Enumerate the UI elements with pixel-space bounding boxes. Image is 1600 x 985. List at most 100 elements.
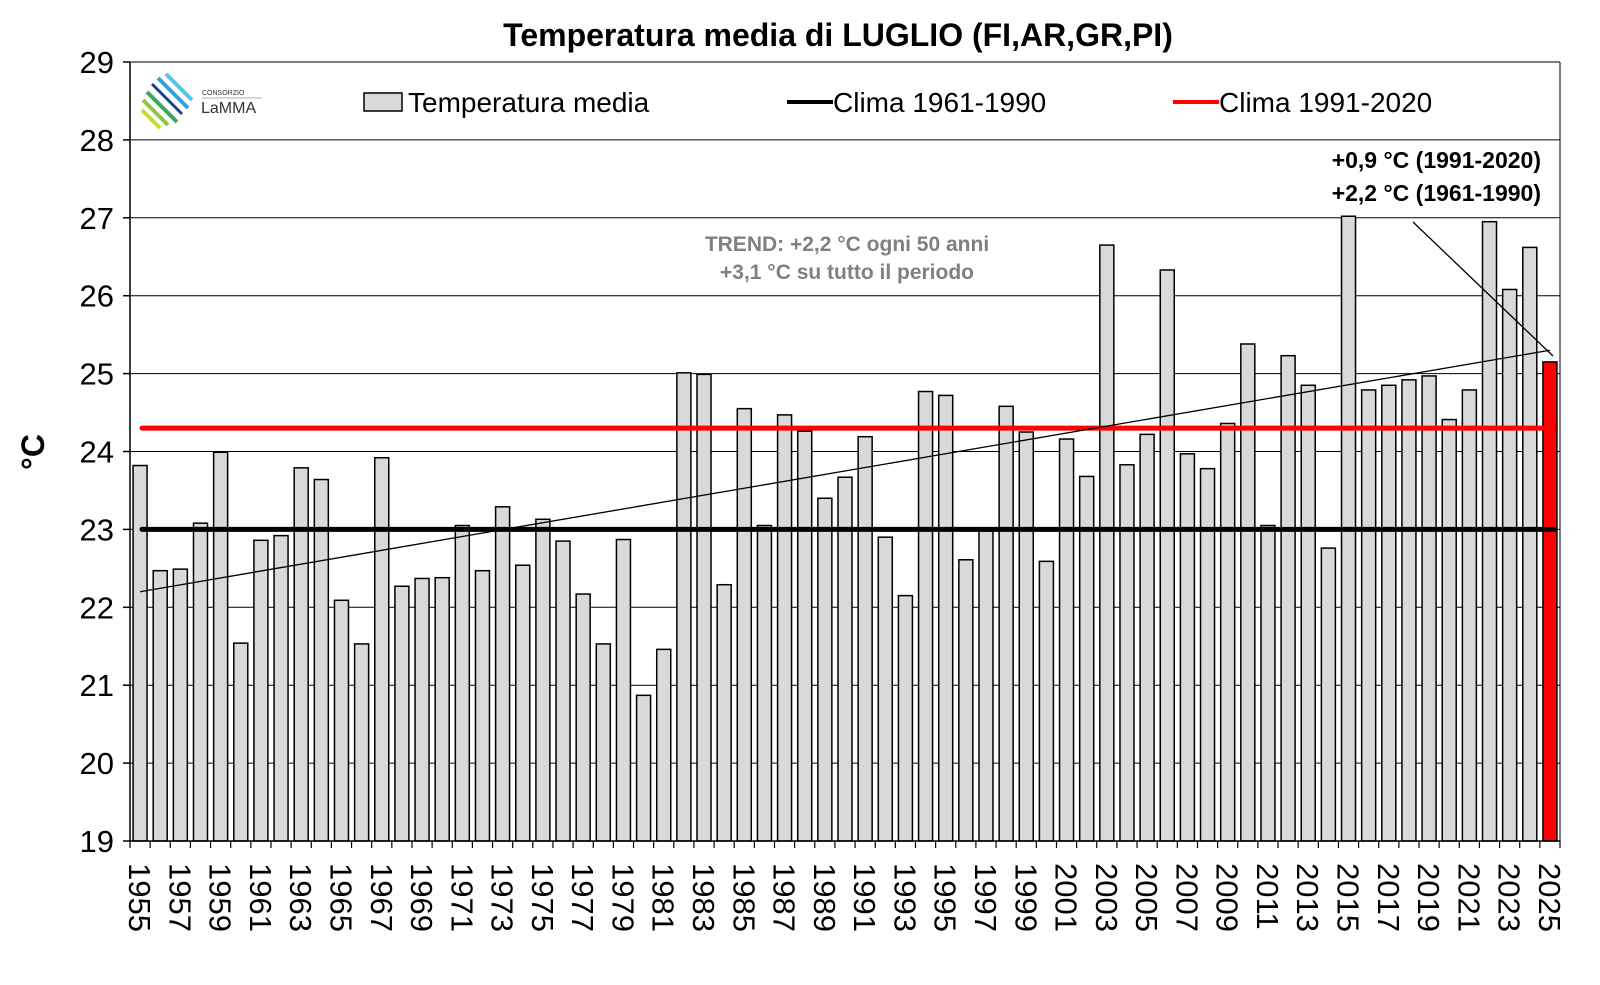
legend-label-clima-1961: Clima 1961-1990 bbox=[833, 87, 1046, 118]
bar-1992 bbox=[877, 536, 894, 842]
bar-1980 bbox=[635, 694, 652, 842]
bar-1996 bbox=[958, 559, 974, 842]
legend: Temperatura media Clima 1961-1990 Clima … bbox=[363, 87, 1432, 118]
x-tick-label: 1963 bbox=[283, 863, 318, 932]
bar-1962 bbox=[273, 534, 289, 842]
bar-1997 bbox=[978, 530, 994, 842]
x-tick-label: 2005 bbox=[1129, 863, 1164, 932]
bar-2020 bbox=[1441, 418, 1457, 842]
x-tick-label: 2007 bbox=[1169, 863, 1204, 932]
bar-1960 bbox=[233, 642, 249, 842]
bar-1970 bbox=[434, 576, 450, 842]
bar-1998 bbox=[998, 405, 1014, 842]
bar-1958 bbox=[192, 522, 209, 842]
bar-1991 bbox=[857, 435, 873, 842]
x-tick-label: 1959 bbox=[203, 863, 238, 932]
x-tick-label: 1985 bbox=[726, 863, 761, 932]
bar-1989 bbox=[817, 497, 833, 842]
bar-2024 bbox=[1522, 246, 1538, 842]
anomaly-annotation-pointer bbox=[1412, 221, 1554, 357]
bar-1999 bbox=[1018, 431, 1035, 842]
x-tick-label: 1981 bbox=[646, 863, 681, 932]
bar-1972 bbox=[474, 569, 491, 842]
bar-2011 bbox=[1260, 524, 1276, 842]
y-tick-label: 25 bbox=[80, 357, 114, 392]
y-tick-label: 19 bbox=[80, 824, 114, 859]
y-tick-label: 27 bbox=[80, 201, 114, 236]
y-tick-label: 21 bbox=[80, 668, 114, 703]
bar-2004 bbox=[1119, 463, 1135, 842]
bar-1969 bbox=[414, 577, 430, 842]
bar-1971 bbox=[454, 524, 471, 842]
bar-1955 bbox=[132, 464, 148, 842]
x-tick-label: 1995 bbox=[928, 863, 963, 932]
x-tick-label: 1957 bbox=[162, 863, 197, 932]
y-axis-ticks: 19 20 21 22 23 24 25 26 27 28 29 bbox=[80, 45, 130, 859]
bar-2019 bbox=[1421, 375, 1437, 842]
bar-2006 bbox=[1159, 269, 1176, 842]
bar-1984 bbox=[716, 583, 732, 842]
bar-2000 bbox=[1038, 560, 1055, 842]
bar-2017 bbox=[1381, 384, 1397, 842]
bar-1983 bbox=[696, 373, 712, 842]
y-axis-label: °C bbox=[15, 434, 51, 470]
bar-1978 bbox=[595, 643, 612, 842]
bar-2009 bbox=[1219, 422, 1236, 842]
bar-1982 bbox=[676, 372, 692, 842]
y-tick-label: 26 bbox=[80, 279, 114, 314]
bar-2013 bbox=[1300, 384, 1316, 842]
bar-1993 bbox=[897, 594, 914, 842]
anomaly-annotation-2: +2,2 °C (1961-1990) bbox=[1332, 180, 1541, 206]
bar-1968 bbox=[394, 585, 410, 842]
bar-2018 bbox=[1401, 379, 1417, 842]
bar-1967 bbox=[374, 456, 390, 842]
x-tick-label: 1999 bbox=[1008, 863, 1043, 932]
bar-1957 bbox=[172, 568, 189, 842]
logo-name: LaMMA bbox=[201, 100, 256, 117]
bar-1956 bbox=[152, 569, 168, 842]
bar-1973 bbox=[494, 506, 511, 842]
logo-small-text: CONSORZIO bbox=[202, 90, 245, 97]
x-tick-label: 1965 bbox=[323, 863, 358, 932]
bar-2003 bbox=[1099, 244, 1115, 842]
x-tick-label: 2021 bbox=[1451, 863, 1486, 932]
x-tick-label: 1991 bbox=[847, 863, 882, 932]
bar-1959 bbox=[212, 451, 229, 842]
x-tick-label: 1967 bbox=[364, 863, 399, 932]
bar-2023 bbox=[1501, 288, 1518, 842]
anomaly-annotation-box bbox=[1270, 143, 1558, 213]
y-tick-label: 22 bbox=[80, 590, 114, 625]
y-tick-label: 23 bbox=[80, 512, 114, 547]
x-tick-label: 1979 bbox=[605, 863, 640, 932]
x-tick-label: 2023 bbox=[1492, 863, 1527, 932]
chart-title: Temperatura media di LUGLIO (FI,AR,GR,PI… bbox=[503, 17, 1173, 53]
bar-1976 bbox=[555, 540, 571, 842]
x-tick-label: 1993 bbox=[887, 863, 922, 932]
x-tick-label: 1983 bbox=[686, 863, 721, 932]
bar-1995 bbox=[937, 394, 954, 842]
trend-annotation-1: TREND: +2,2 °C ogni 50 anni bbox=[705, 233, 989, 256]
bar-1963 bbox=[293, 467, 309, 842]
x-tick-label: 1961 bbox=[243, 863, 278, 932]
bar-1988 bbox=[796, 430, 813, 842]
bar-2008 bbox=[1199, 467, 1216, 842]
trend-line bbox=[139, 349, 1551, 593]
legend-swatch-bar bbox=[363, 92, 403, 112]
x-tick-label: 1955 bbox=[122, 863, 157, 932]
x-tick-label: 1989 bbox=[807, 863, 842, 932]
y-tick-label: 29 bbox=[80, 45, 114, 80]
y-tick-label: 28 bbox=[80, 123, 114, 158]
bar-2014 bbox=[1320, 547, 1337, 842]
bar-1979 bbox=[615, 538, 632, 842]
bar-1961 bbox=[253, 539, 269, 842]
x-tick-label: 2011 bbox=[1250, 863, 1285, 930]
bar-1966 bbox=[353, 643, 370, 842]
bar-1981 bbox=[655, 648, 672, 842]
reference-lines bbox=[139, 425, 1557, 532]
x-tick-label: 1977 bbox=[565, 863, 600, 932]
x-tick-label: 1975 bbox=[525, 863, 560, 932]
x-tick-label: 1987 bbox=[767, 863, 802, 932]
x-tick-label: 2019 bbox=[1411, 863, 1446, 932]
bar-1994 bbox=[917, 390, 934, 842]
